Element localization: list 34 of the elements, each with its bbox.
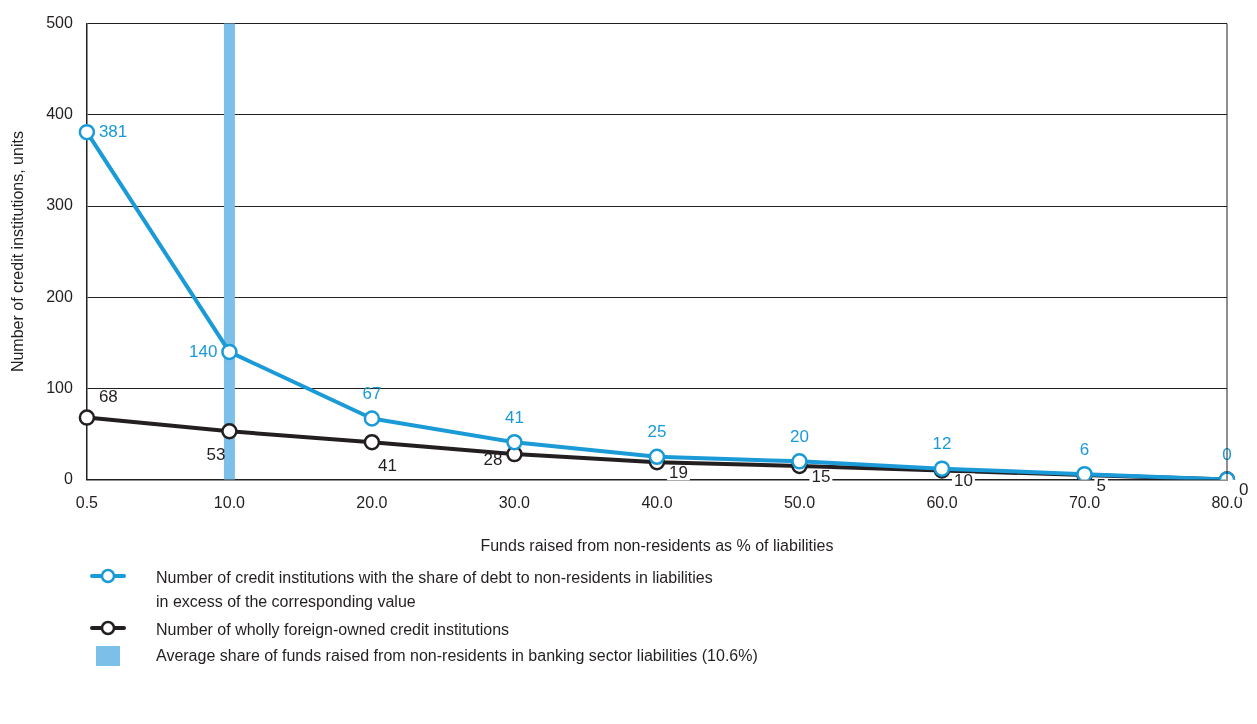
data-label: 19 [668,462,688,482]
data-label: 15 [811,466,831,486]
data-label: 25 [647,422,667,442]
data-label: 67 [362,384,382,404]
y-tick-label: 100 [46,378,73,396]
data-label: 41 [504,407,524,427]
data-label: 381 [98,121,128,141]
legend-label: Number of wholly foreign-owned credit institutions [156,620,510,640]
data-label: 5 [1096,475,1106,495]
y-axis-title: Number of credit institutions, units [9,131,27,373]
x-tick-label: 20.0 [356,493,388,511]
legend-label: Average share of funds raised from non-residents in banking sector liabilities (10.6%) [156,646,758,666]
x-tick-label: 70.0 [1068,493,1101,511]
data-label: 41 [377,455,397,475]
data-label: 68 [98,387,118,407]
data-label: 6 [1079,439,1090,459]
y-tick-label: 0 [63,470,73,488]
data-label: 12 [932,434,952,454]
x-tick-label: 50.0 [783,493,816,511]
data-label: 0 [1222,445,1232,465]
y-tick-label: 300 [46,196,73,214]
data-label: 20 [790,427,809,447]
y-tick-label: 500 [46,14,73,32]
x-tick-label: 10.0 [213,493,246,511]
legend-label: Number of credit institutions with the share of debt to non-residents in liabilities in excess of the corresponding value [156,568,714,612]
x-tick-label: 40.0 [641,493,673,511]
y-tick-label: 400 [46,105,73,123]
y-tick-label: 200 [46,287,73,305]
x-tick-label: 60.0 [926,493,958,511]
x-tick-label: 30.0 [498,493,531,511]
x-axis-title: Funds raised from non-residents as % of liabilities [480,536,834,554]
data-label: 140 [189,341,218,361]
x-tick-label: 0.5 [75,493,99,511]
data-label: 10 [953,471,973,491]
